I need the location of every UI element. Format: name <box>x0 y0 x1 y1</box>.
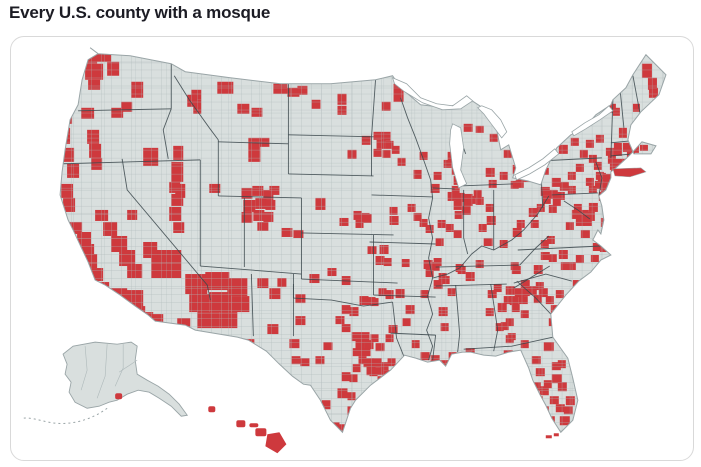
florida-keys <box>545 435 552 439</box>
long-island <box>612 167 647 178</box>
florida-keys <box>553 433 559 437</box>
alaska-inset <box>22 341 189 424</box>
state-borders <box>60 63 641 361</box>
page-title: Every U.S. county with a mosque <box>9 3 271 22</box>
coastline <box>59 47 667 434</box>
great-lakes <box>391 77 614 189</box>
hawaii-inset <box>208 406 287 454</box>
map-card <box>10 36 694 461</box>
us-county-map <box>22 47 667 454</box>
